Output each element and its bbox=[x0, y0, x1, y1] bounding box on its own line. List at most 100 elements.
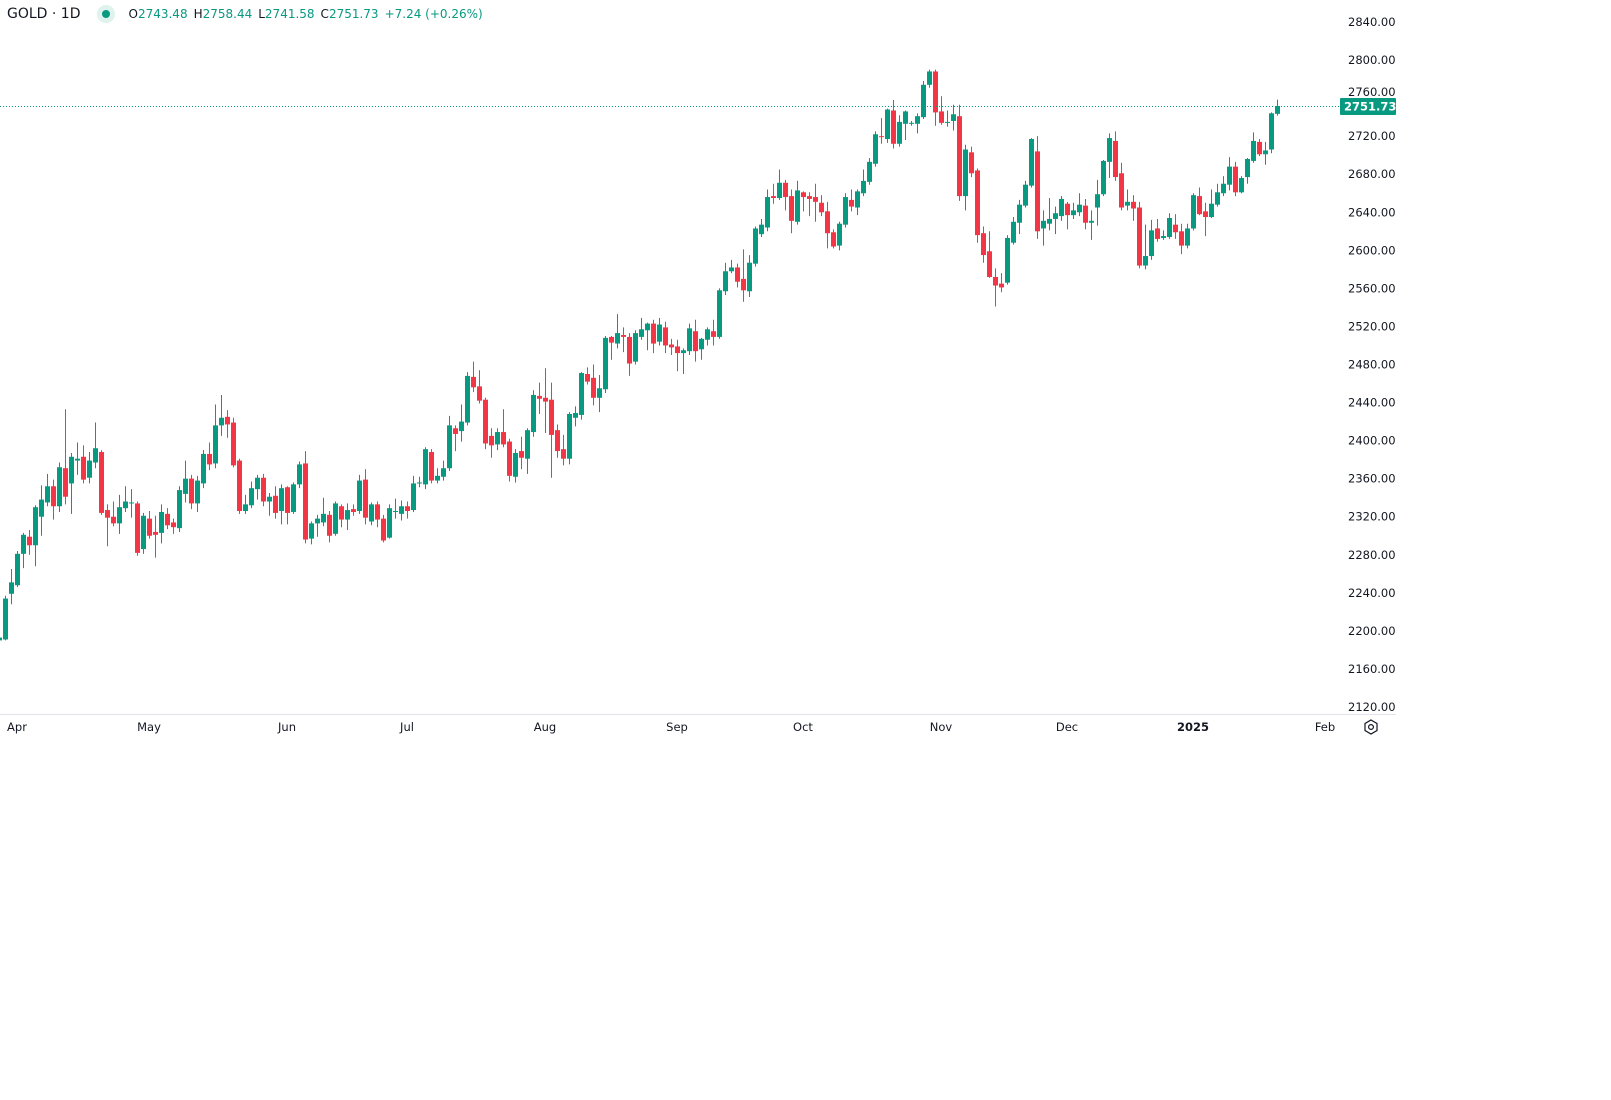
candle bbox=[327, 511, 332, 543]
candle bbox=[867, 158, 872, 185]
candle-body bbox=[447, 425, 452, 469]
candle-body bbox=[777, 182, 782, 199]
price-tick-label: 2840.00 bbox=[1348, 15, 1396, 29]
candle-body bbox=[285, 487, 290, 513]
candle-body bbox=[1257, 141, 1262, 155]
candle bbox=[387, 504, 392, 539]
candle-body bbox=[291, 484, 296, 512]
candle bbox=[201, 450, 206, 489]
candle bbox=[1263, 141, 1268, 165]
candle bbox=[777, 169, 782, 200]
candle bbox=[759, 218, 764, 238]
candle bbox=[831, 229, 836, 249]
candle bbox=[483, 397, 488, 450]
candle bbox=[315, 514, 320, 537]
candle-body bbox=[807, 196, 812, 199]
time-axis[interactable]: Apr May Jun Jul Aug Sep Oct Nov Dec 2025 Feb bbox=[7, 720, 1335, 734]
candle-body bbox=[1035, 151, 1040, 232]
candle-body bbox=[885, 109, 890, 140]
candle bbox=[1035, 136, 1040, 239]
candle-body bbox=[405, 506, 410, 512]
candle-body bbox=[375, 504, 380, 520]
candle bbox=[837, 221, 842, 251]
candle bbox=[747, 255, 752, 297]
candle-body bbox=[909, 122, 914, 124]
candle bbox=[1239, 176, 1244, 194]
candle-body bbox=[1161, 236, 1166, 238]
price-tick-label: 2560.00 bbox=[1348, 281, 1396, 295]
candle bbox=[795, 180, 800, 225]
candle bbox=[669, 338, 674, 355]
change-value: +7.24 (+0.26%) bbox=[384, 7, 483, 21]
candle bbox=[135, 501, 140, 556]
candle bbox=[183, 460, 188, 503]
time-tick-label: Sep bbox=[666, 720, 688, 734]
candle-body bbox=[1149, 230, 1154, 257]
candle-body bbox=[831, 232, 836, 247]
candle-body bbox=[51, 486, 56, 507]
candle-body bbox=[813, 197, 818, 202]
time-tick-label: Oct bbox=[793, 720, 813, 734]
candle bbox=[1005, 235, 1010, 285]
candle bbox=[741, 249, 746, 302]
price-tick-label: 2800.00 bbox=[1348, 53, 1396, 67]
price-axis[interactable]: 2840.00 2800.00 2760.00 2720.00 2680.00 2640.… bbox=[1348, 15, 1396, 714]
price-tick-label: 2160.00 bbox=[1348, 662, 1396, 676]
candle bbox=[273, 486, 278, 519]
candle bbox=[1185, 223, 1190, 249]
candle bbox=[441, 460, 446, 481]
candle bbox=[117, 494, 122, 534]
gear-icon[interactable] bbox=[1364, 719, 1378, 735]
candle-body bbox=[3, 598, 8, 640]
candle-body bbox=[519, 451, 524, 458]
candle-body bbox=[135, 503, 140, 553]
candle bbox=[1071, 202, 1076, 219]
candle-body bbox=[411, 483, 416, 511]
candle-body bbox=[1191, 195, 1196, 229]
candle bbox=[807, 192, 812, 217]
market-open-dot-icon[interactable] bbox=[96, 5, 115, 23]
candle bbox=[219, 394, 224, 436]
candle bbox=[381, 514, 386, 543]
candle-body bbox=[195, 480, 200, 504]
candle bbox=[1155, 218, 1160, 242]
price-tick-label: 2600.00 bbox=[1348, 243, 1396, 257]
candle bbox=[783, 179, 788, 211]
time-tick-label: Aug bbox=[534, 720, 556, 734]
candle-body bbox=[279, 488, 284, 512]
candle bbox=[1083, 198, 1088, 230]
candle-body bbox=[1065, 203, 1070, 216]
candle-body bbox=[1221, 183, 1226, 194]
candle bbox=[903, 110, 908, 140]
candle-body bbox=[867, 161, 872, 182]
candle bbox=[351, 504, 356, 516]
candle bbox=[129, 489, 134, 518]
candle bbox=[465, 372, 470, 426]
candle-body bbox=[543, 397, 548, 402]
candle bbox=[1233, 161, 1238, 197]
candle bbox=[1089, 210, 1094, 240]
candle-body bbox=[1107, 138, 1112, 162]
candle-body bbox=[267, 496, 272, 502]
candle-body bbox=[429, 452, 434, 481]
candle-body bbox=[699, 338, 704, 350]
time-tick-label: Dec bbox=[1056, 720, 1078, 734]
candle bbox=[1149, 219, 1154, 260]
candle-body bbox=[879, 136, 884, 138]
candle bbox=[411, 475, 416, 512]
candle bbox=[123, 486, 128, 512]
candle bbox=[645, 322, 650, 351]
candle bbox=[0, 637, 2, 641]
candle bbox=[1167, 213, 1172, 239]
candle bbox=[93, 422, 98, 469]
candle bbox=[555, 424, 560, 458]
candle bbox=[303, 451, 308, 544]
candle bbox=[111, 501, 116, 527]
candle-body bbox=[903, 111, 908, 124]
candle-body bbox=[159, 511, 164, 533]
candle-body bbox=[621, 335, 626, 337]
price-tick-label: 2240.00 bbox=[1348, 586, 1396, 600]
symbol-title[interactable]: GOLD · 1D bbox=[7, 6, 81, 22]
last-price-badge: 2751.73 bbox=[1340, 98, 1396, 115]
